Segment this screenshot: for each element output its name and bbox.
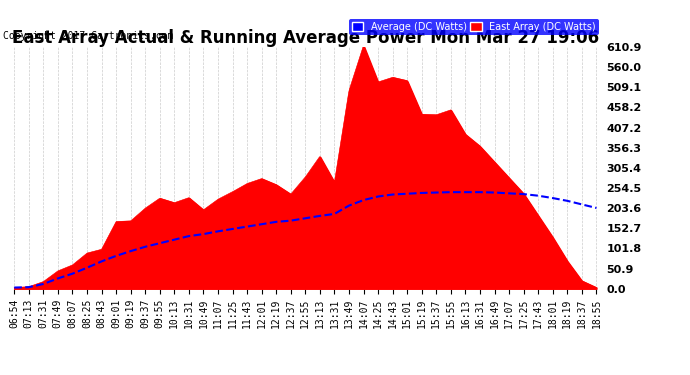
Title: East Array Actual & Running Average Power Mon Mar 27 19:06: East Array Actual & Running Average Powe… bbox=[12, 29, 599, 47]
Legend: Average (DC Watts), East Array (DC Watts): Average (DC Watts), East Array (DC Watts… bbox=[348, 19, 599, 35]
Text: Copyright 2017 Cartronics.com: Copyright 2017 Cartronics.com bbox=[3, 32, 174, 41]
